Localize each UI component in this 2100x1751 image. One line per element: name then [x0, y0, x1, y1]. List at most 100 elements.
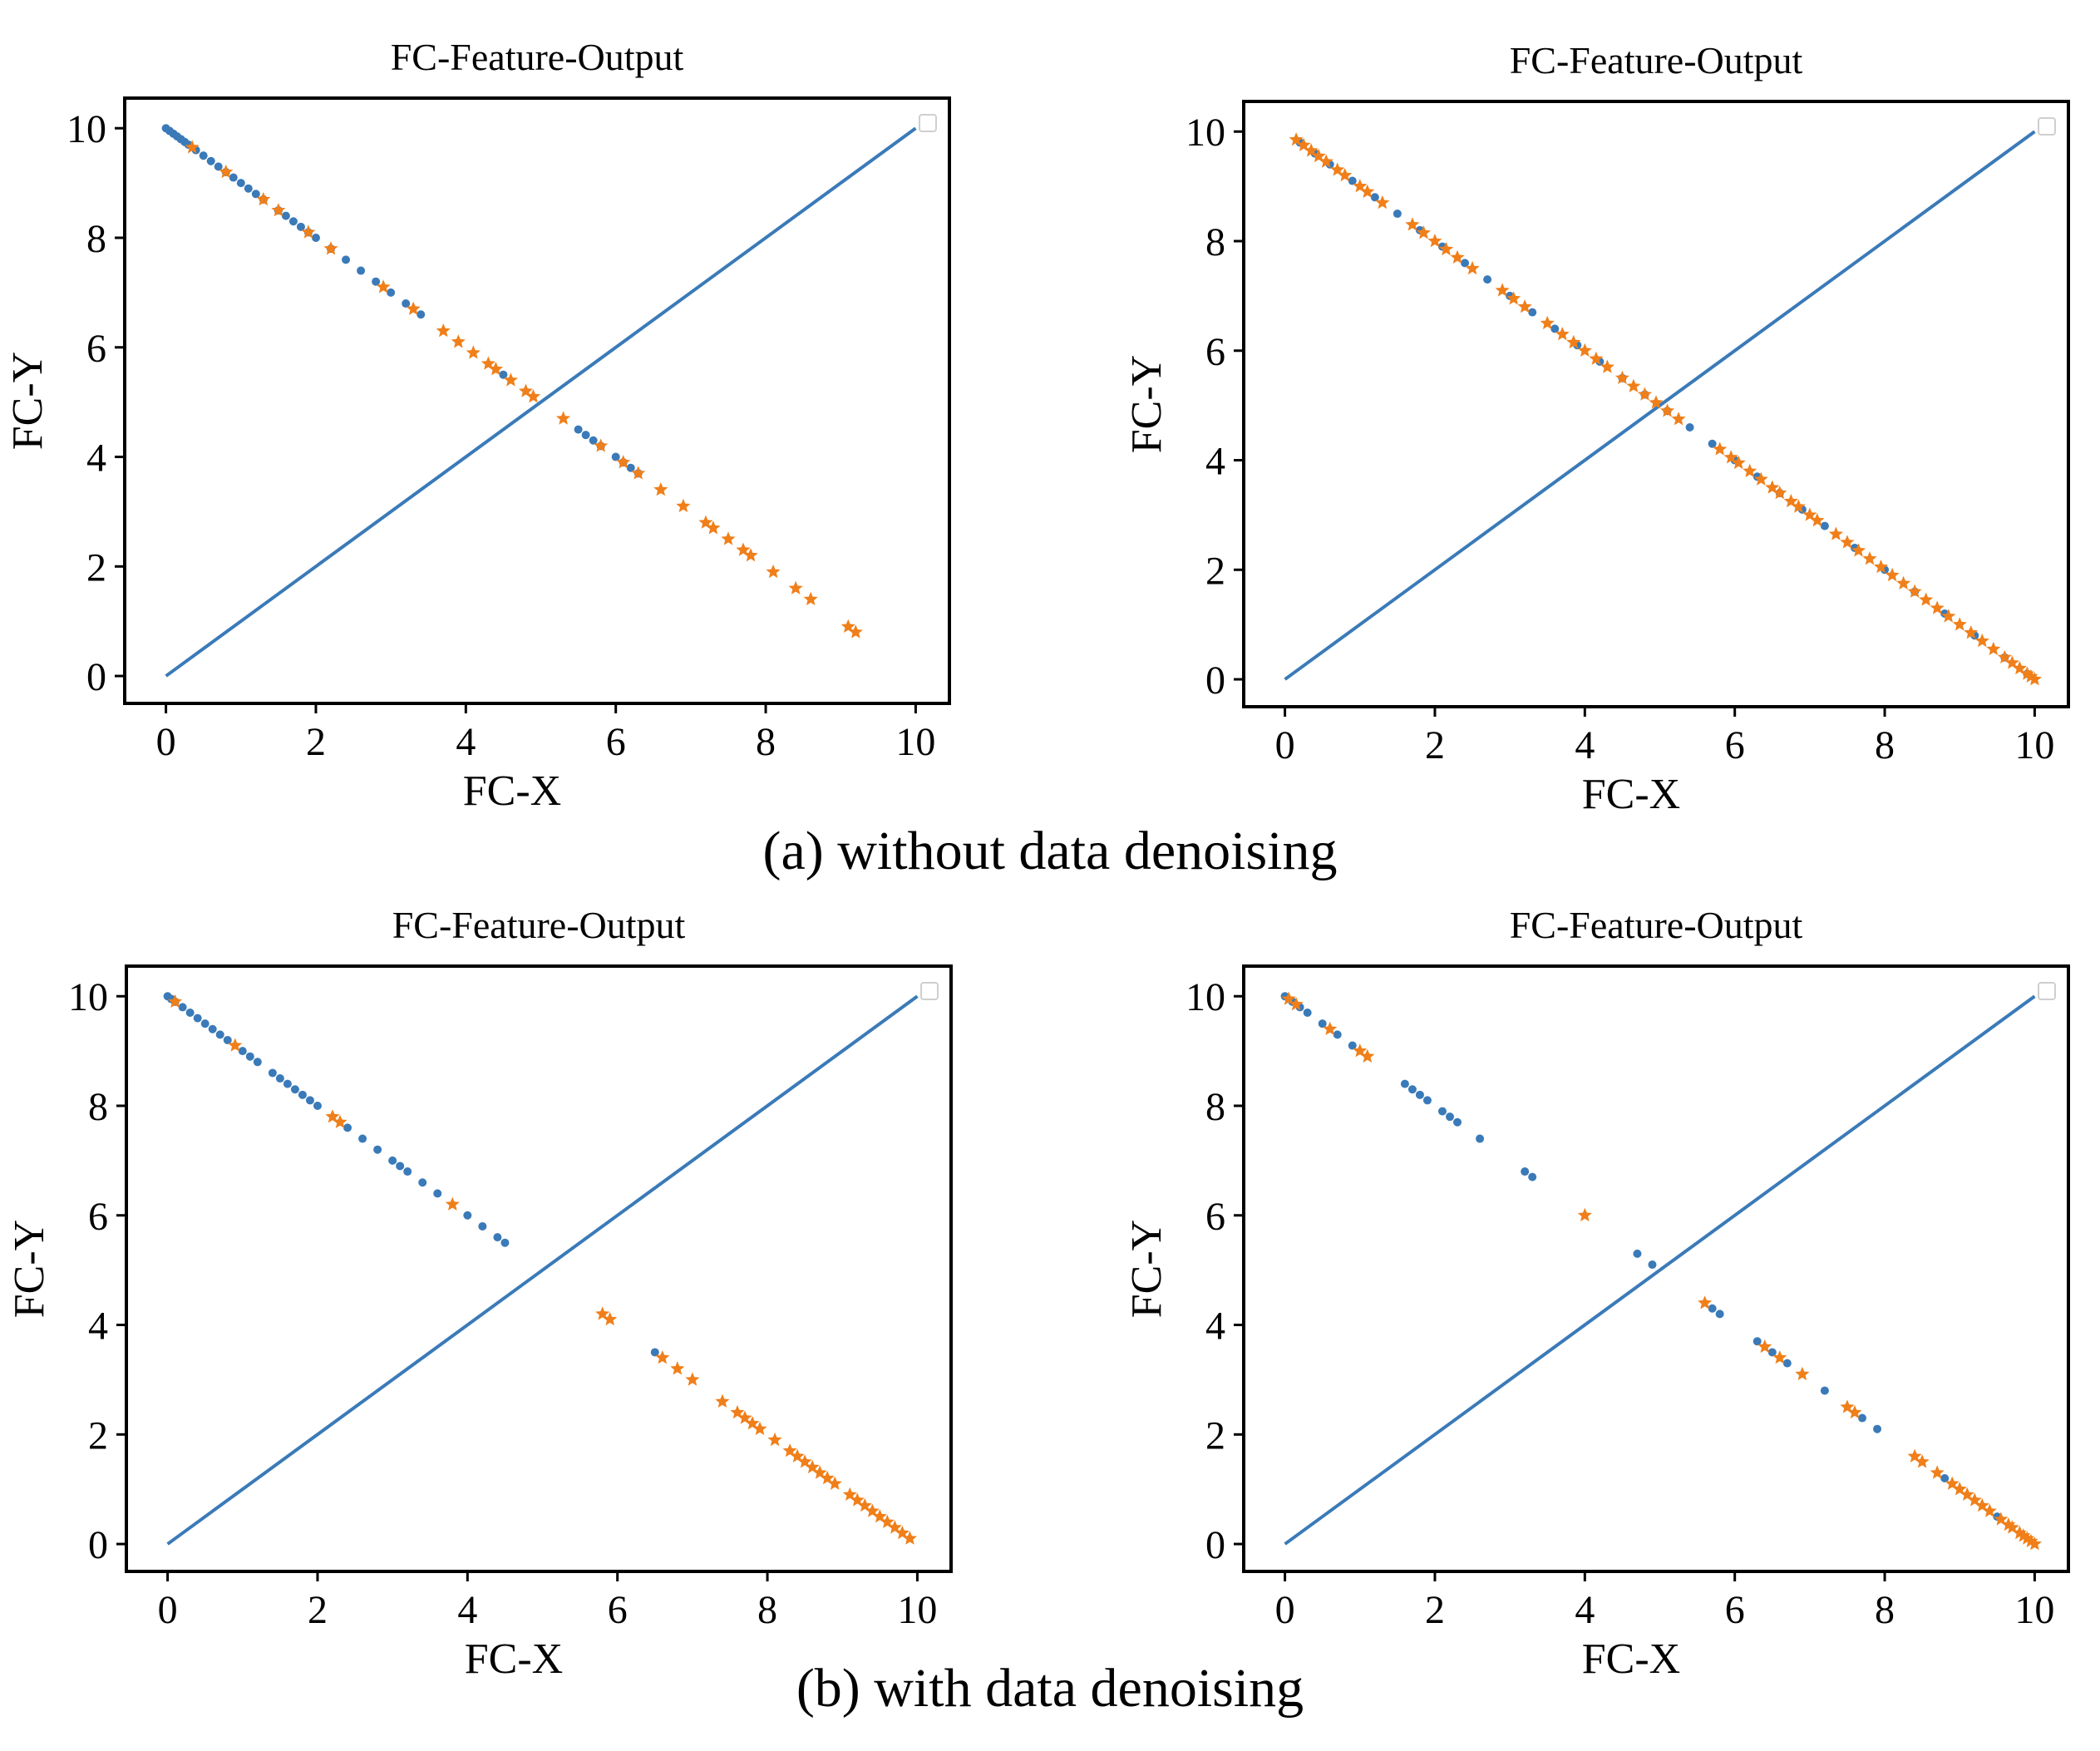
data-point-blue	[433, 1189, 442, 1198]
data-point-orange	[850, 1492, 865, 1507]
data-point-blue	[1550, 324, 1560, 333]
x-tick-label: 8	[1875, 1588, 1895, 1632]
data-point-blue	[581, 431, 590, 440]
data-point-orange	[323, 241, 338, 255]
data-point-orange	[518, 383, 533, 397]
data-point-orange	[1495, 283, 1510, 297]
x-tick-label: 6	[1725, 1588, 1745, 1632]
data-point-orange	[1405, 217, 1420, 231]
plot-b-left: FC-Feature-Output 0 2 4 6 8 10 0 2 4 6 8 10 FC-X FC-Y	[6, 904, 953, 1683]
data-point-orange	[1304, 143, 1319, 157]
data-point-orange	[1945, 1476, 1960, 1490]
data-point-orange	[1589, 351, 1604, 365]
data-point-orange	[1566, 334, 1581, 349]
y-tick-label: 10	[68, 975, 108, 1019]
x-tick-label: 0	[158, 1588, 178, 1632]
data-point-blue	[1400, 1079, 1409, 1088]
data-point-blue	[178, 1003, 187, 1012]
data-point-blue	[236, 179, 245, 188]
data-point-blue	[223, 1035, 232, 1044]
data-point-orange	[168, 994, 183, 1009]
x-tick-label: 10	[895, 720, 935, 764]
data-point-orange	[451, 334, 466, 348]
data-point-orange	[1360, 184, 1375, 198]
data-point-orange	[2019, 1531, 2034, 1545]
data-point-orange	[1757, 1339, 1772, 1354]
y-tick-label: 8	[88, 1085, 108, 1129]
data-point-orange	[1941, 609, 1956, 623]
data-point-orange	[812, 1465, 827, 1479]
data-point-orange	[1874, 560, 1889, 574]
caption-b: (b) with data denoising	[796, 1658, 1304, 1719]
data-point-orange	[1915, 1454, 1930, 1468]
data-point-orange	[1810, 513, 1825, 527]
data-point-orange	[1427, 234, 1442, 248]
data-point-orange	[1311, 148, 1326, 163]
data-point-orange	[503, 372, 518, 387]
data-point-orange	[743, 548, 758, 562]
data-point-orange	[1319, 154, 1333, 168]
chart-title: FC-Feature-Output	[1510, 39, 1803, 81]
data-point-orange	[790, 1448, 805, 1462]
data-point-blue	[417, 310, 426, 319]
data-point-orange	[1772, 486, 1787, 500]
data-point-orange	[685, 1372, 700, 1386]
legend-box	[2038, 982, 2056, 1000]
data-point-orange	[1649, 395, 1664, 409]
data-point-orange	[445, 1196, 460, 1211]
legend-box	[919, 114, 937, 132]
data-point-orange	[1952, 617, 1967, 631]
data-point-orange	[803, 591, 818, 606]
y-tick-label: 4	[1205, 440, 1225, 484]
data-point-orange	[1862, 551, 1877, 565]
data-point-orange	[1671, 412, 1686, 426]
data-point-blue	[1446, 1112, 1454, 1122]
data-point-blue	[208, 1024, 217, 1033]
x-tick-label: 6	[608, 1588, 628, 1632]
data-point-orange	[1731, 455, 1746, 470]
x-axis-label: FC-X	[463, 767, 561, 815]
data-point-orange	[616, 455, 631, 469]
y-tick-label: 10	[67, 107, 106, 151]
data-point-blue	[281, 211, 290, 220]
data-point-blue	[200, 1019, 210, 1028]
data-point-blue	[214, 162, 223, 171]
data-point-blue	[1752, 1337, 1762, 1346]
data-point-blue	[1708, 1304, 1717, 1313]
data-point-orange	[1375, 195, 1390, 210]
data-point-blue	[372, 277, 381, 286]
data-point-orange	[1289, 132, 1304, 146]
data-point-blue	[251, 190, 260, 199]
y-axis-label: FC-Y	[1123, 1220, 1171, 1318]
data-point-orange	[406, 301, 421, 315]
data-point-orange	[1994, 1512, 2009, 1526]
data-point-orange	[1840, 535, 1855, 549]
data-point-blue	[1476, 1134, 1485, 1143]
data-point-blue	[268, 1068, 277, 1078]
reference-line	[165, 126, 917, 678]
data-point-orange	[872, 1509, 887, 1523]
data-point-orange	[1907, 584, 1922, 598]
data-point-orange	[1637, 387, 1652, 401]
x-tick-label: 6	[1725, 723, 1745, 767]
chart-title: FC-Feature-Output	[1510, 904, 1803, 946]
data-point-orange	[1438, 241, 1454, 256]
reference-line	[1284, 130, 2036, 681]
data-point-blue	[1437, 1107, 1447, 1116]
data-point-orange	[376, 279, 391, 293]
data-point-blue	[245, 1052, 254, 1061]
data-point-orange	[1930, 600, 1945, 614]
data-point-blue	[403, 1167, 412, 1176]
y-tick-label: 2	[1205, 549, 1225, 593]
x-tick-label: 2	[306, 720, 326, 764]
x-tick-label: 0	[156, 720, 176, 764]
y-tick-label: 0	[1205, 658, 1225, 703]
data-point-orange	[1555, 327, 1570, 341]
x-tick-label: 8	[757, 1588, 777, 1632]
data-point-orange	[2019, 666, 2034, 680]
data-point-blue	[1820, 1386, 1829, 1395]
data-point-blue	[1348, 1041, 1357, 1050]
y-tick-label: 8	[1205, 1085, 1225, 1129]
data-point-blue	[373, 1145, 382, 1154]
data-point-orange	[827, 1476, 842, 1490]
